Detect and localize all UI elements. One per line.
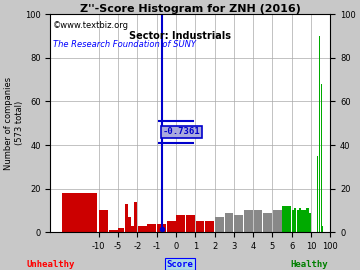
Title: Z''-Score Histogram for ZNH (2016): Z''-Score Histogram for ZNH (2016) xyxy=(80,4,301,14)
Y-axis label: Number of companies
(573 total): Number of companies (573 total) xyxy=(4,77,23,170)
Text: ©www.textbiz.org: ©www.textbiz.org xyxy=(53,21,129,30)
Bar xyxy=(319,36,320,232)
Bar xyxy=(273,210,282,232)
Bar xyxy=(195,221,204,232)
Bar xyxy=(134,202,137,232)
Bar xyxy=(118,228,124,232)
Bar xyxy=(109,230,114,232)
Bar xyxy=(125,204,127,232)
Bar xyxy=(99,210,108,232)
Bar xyxy=(283,206,291,232)
Text: Unhealthy: Unhealthy xyxy=(26,260,75,269)
Bar xyxy=(157,224,166,232)
Bar xyxy=(294,208,297,232)
Bar xyxy=(317,156,318,232)
Bar xyxy=(321,84,322,232)
Bar xyxy=(116,230,118,232)
Bar xyxy=(176,215,185,232)
Bar xyxy=(167,221,176,232)
Bar xyxy=(309,213,311,232)
Bar xyxy=(263,213,272,232)
Text: Sector: Industrials: Sector: Industrials xyxy=(129,31,231,41)
Bar xyxy=(234,215,243,232)
Bar xyxy=(205,221,214,232)
Text: Healthy: Healthy xyxy=(291,260,328,269)
Text: Score: Score xyxy=(167,260,193,269)
Bar xyxy=(244,210,253,232)
Bar xyxy=(186,215,195,232)
Bar xyxy=(297,210,299,232)
Bar xyxy=(292,210,294,232)
Text: -0.7361: -0.7361 xyxy=(163,127,200,136)
Bar xyxy=(306,208,309,232)
Bar xyxy=(131,226,134,232)
Bar xyxy=(301,210,304,232)
Bar xyxy=(253,210,262,232)
Bar xyxy=(128,217,131,232)
Bar xyxy=(138,226,147,232)
Bar xyxy=(62,193,97,232)
Bar xyxy=(215,217,224,232)
Text: The Research Foundation of SUNY: The Research Foundation of SUNY xyxy=(53,40,196,49)
Bar xyxy=(225,213,233,232)
Bar xyxy=(147,224,156,232)
Bar xyxy=(114,230,116,232)
Bar xyxy=(299,208,301,232)
Bar xyxy=(304,210,306,232)
